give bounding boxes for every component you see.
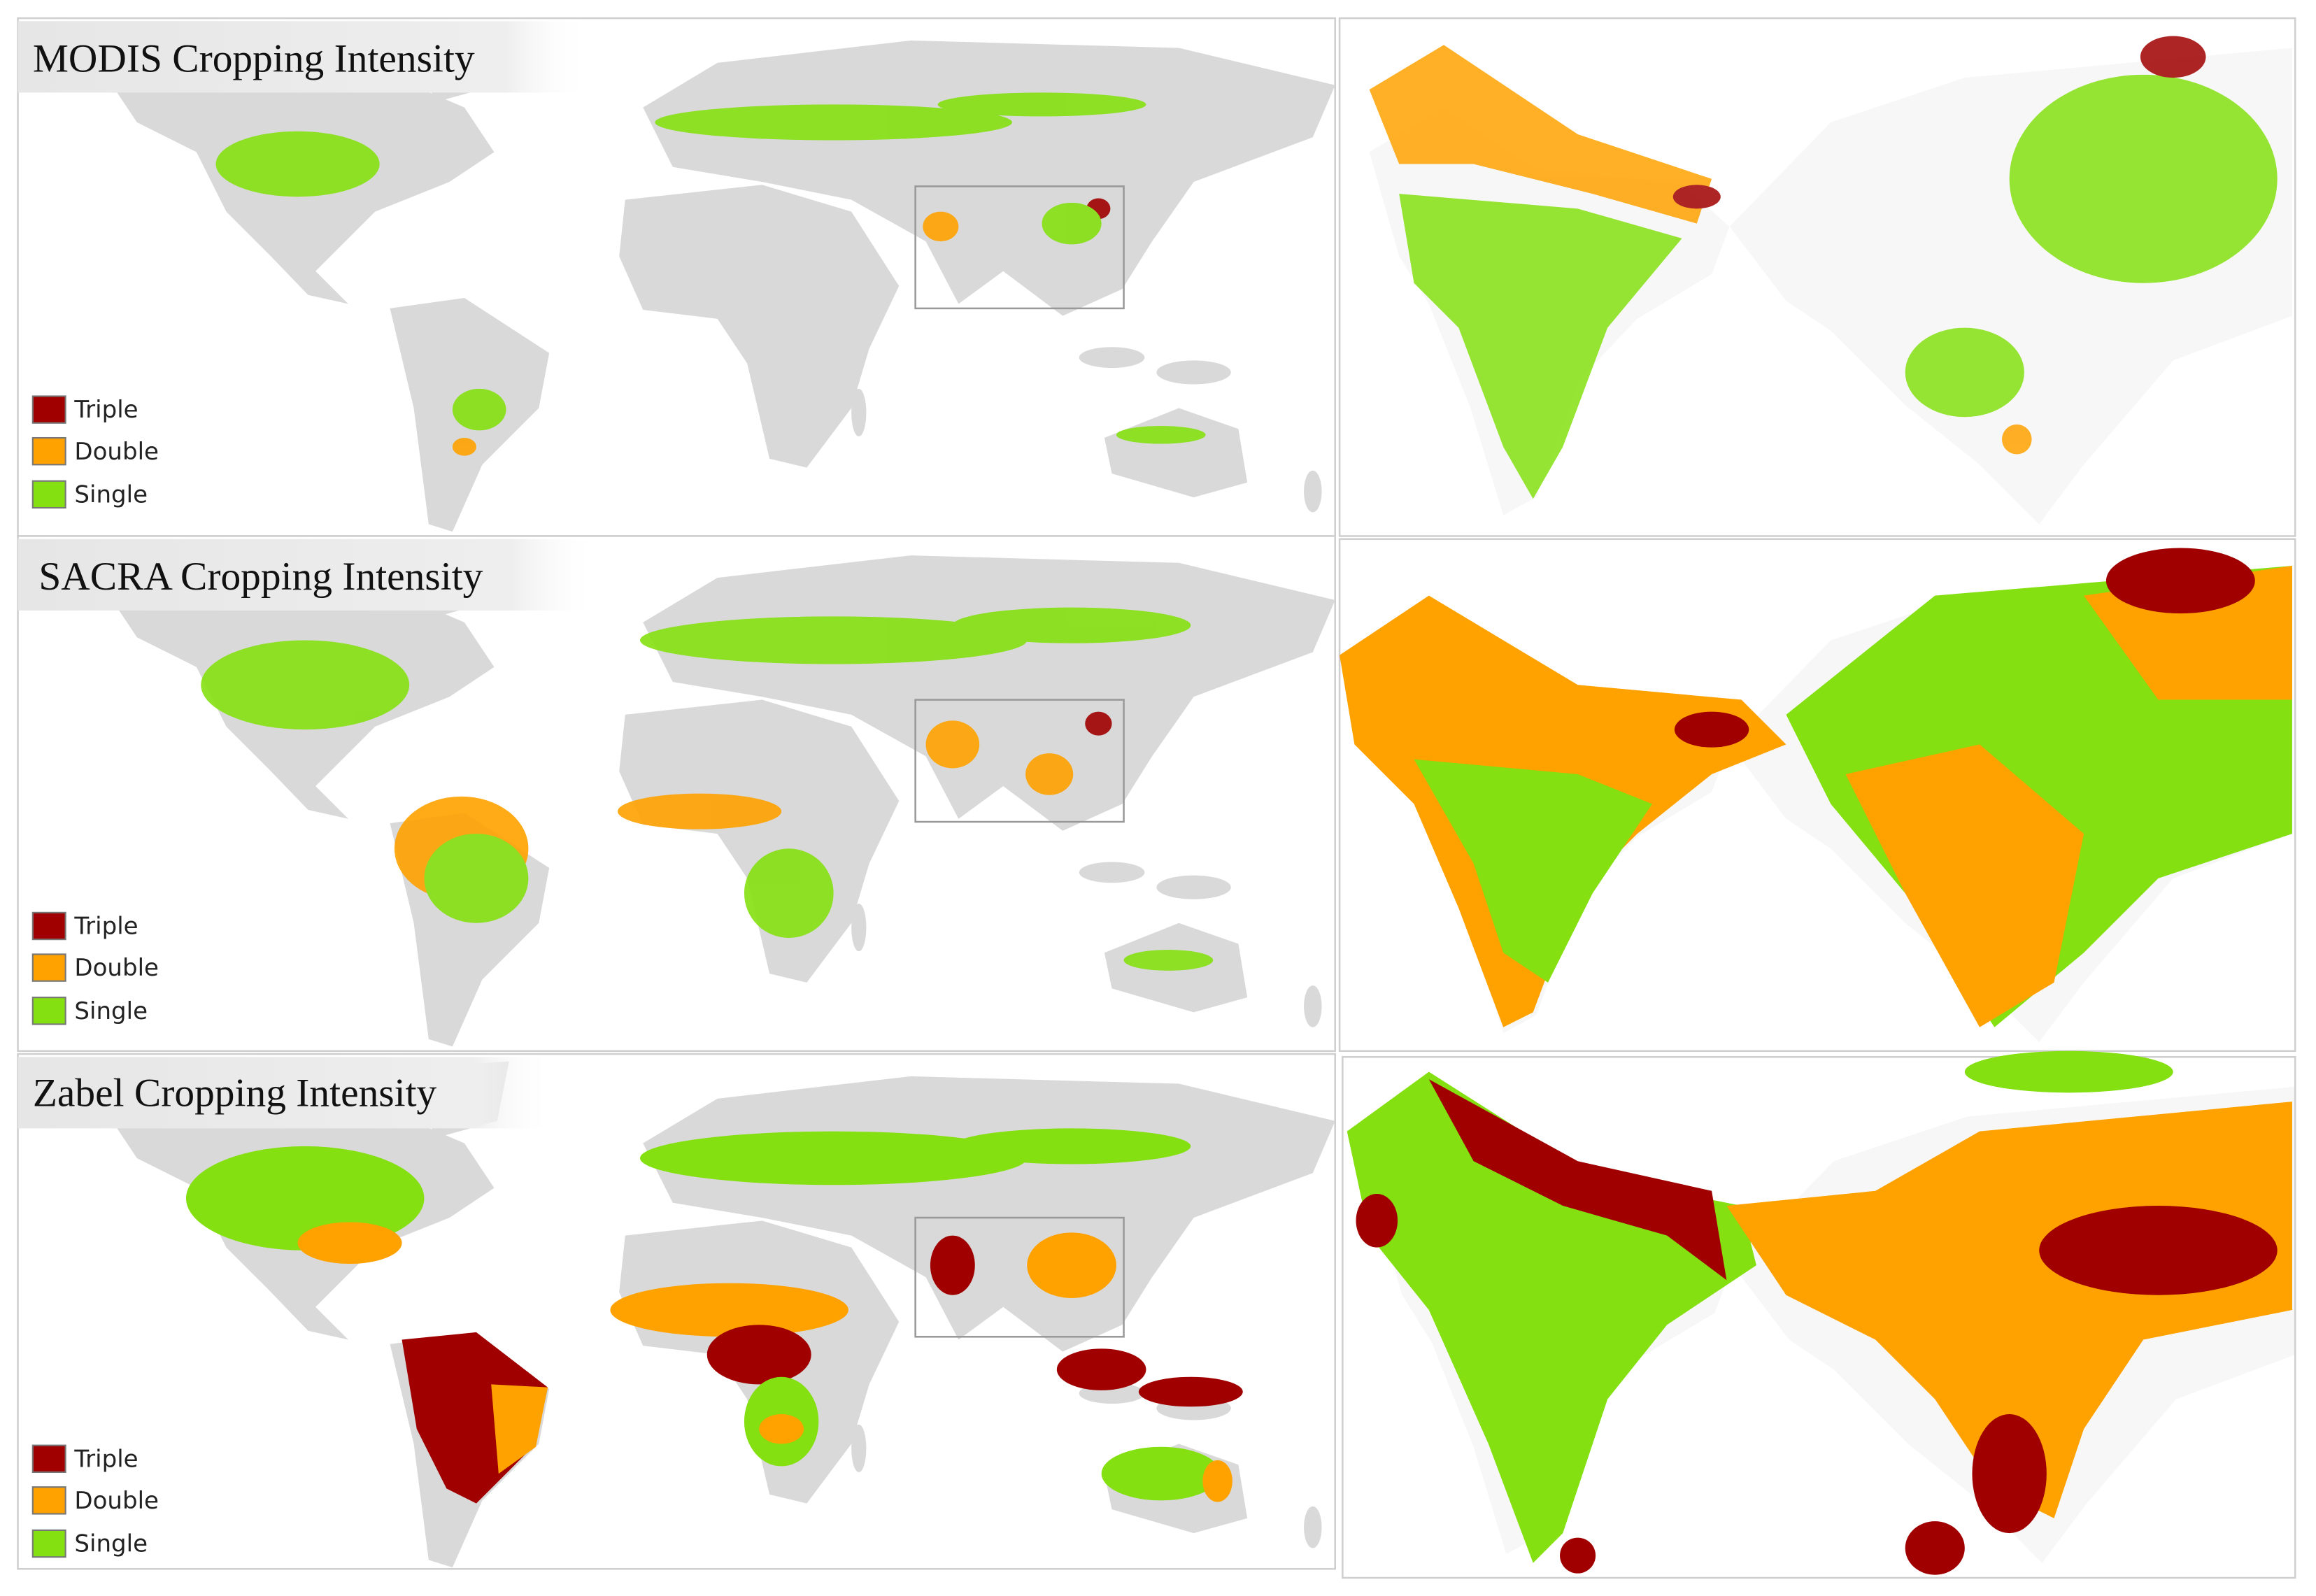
legend-swatch bbox=[31, 1444, 66, 1473]
inset-overlay bbox=[1340, 548, 2292, 1027]
inset-box bbox=[914, 1216, 1125, 1338]
legend-swatch bbox=[31, 1486, 66, 1515]
panel-zabel: Zabel Cropping Intensity Triple Double S… bbox=[17, 1050, 2296, 1579]
crop-overlay bbox=[201, 607, 1214, 971]
crop-overlay bbox=[215, 92, 1206, 456]
panel-modis: MODIS Cropping Intensity Triple Double S… bbox=[17, 17, 2296, 537]
legend-label: Triple bbox=[73, 1445, 138, 1473]
inset-overlay bbox=[1369, 36, 2278, 499]
legend-label: Single bbox=[74, 997, 148, 1025]
title-bg bbox=[17, 539, 599, 611]
inset-box bbox=[914, 185, 1125, 310]
legend-swatch bbox=[31, 911, 66, 941]
legend-swatch bbox=[31, 436, 66, 466]
legend-swatch bbox=[31, 997, 66, 1025]
legend-label: Double bbox=[74, 438, 159, 466]
legend-label: Single bbox=[74, 481, 148, 509]
legend-label: Single bbox=[74, 1530, 148, 1558]
legend-label: Double bbox=[74, 954, 159, 982]
inset-overlay bbox=[1347, 1050, 2292, 1575]
legend-swatch bbox=[31, 480, 66, 509]
panel-sacra: SACRA Cropping Intensity Triple Double S… bbox=[17, 535, 2296, 1053]
title-bg bbox=[17, 1057, 554, 1129]
legend-swatch bbox=[31, 1529, 66, 1558]
legend-swatch bbox=[31, 953, 66, 982]
panel-title: MODIS Cropping Intensity bbox=[33, 37, 475, 81]
legend-label: Triple bbox=[73, 913, 138, 941]
legend-label: Triple bbox=[73, 396, 138, 424]
title-bg bbox=[17, 21, 591, 93]
panel-title: Zabel Cropping Intensity bbox=[33, 1071, 437, 1115]
inset-box bbox=[914, 699, 1125, 823]
legend-label: Double bbox=[74, 1487, 159, 1515]
crop-overlay bbox=[185, 1128, 1243, 1504]
panel-title: SACRA Cropping Intensity bbox=[38, 555, 483, 599]
legend-swatch bbox=[31, 395, 66, 424]
